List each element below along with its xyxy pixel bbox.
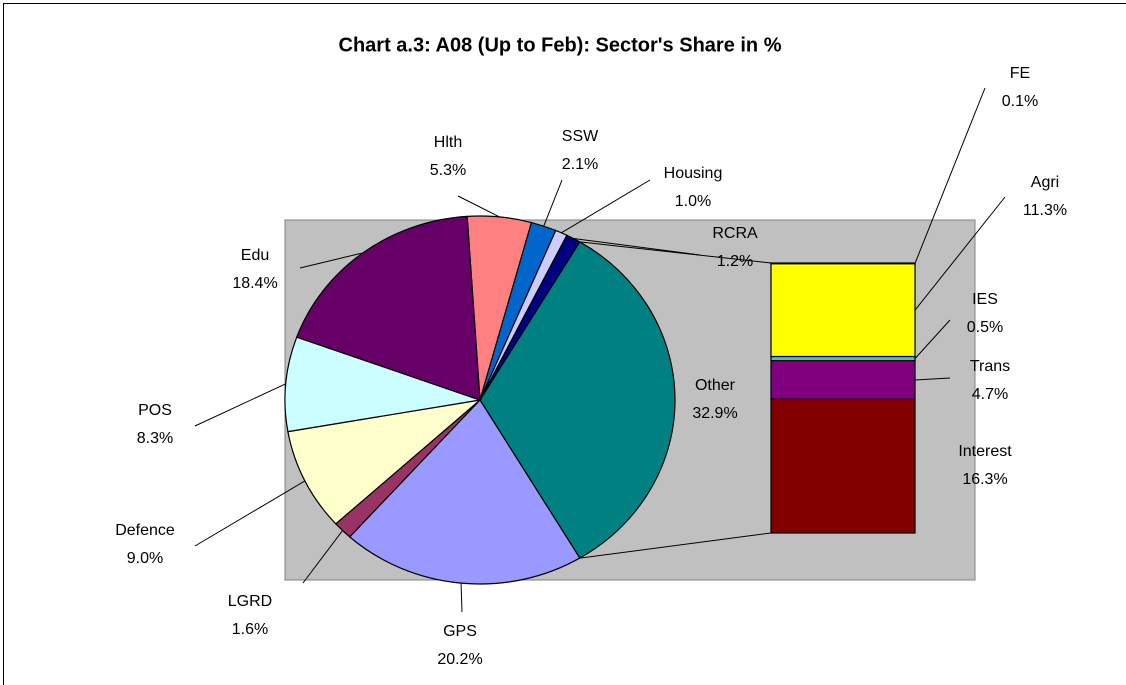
slice-label: Hlth (434, 134, 462, 151)
bar-value-label: 4.7% (972, 386, 1008, 403)
leader-line (302, 530, 343, 584)
bar-segment (770, 398, 916, 534)
leader-line (914, 196, 1006, 311)
slice-label: SSW (562, 128, 599, 145)
slice-value-label: 1.2% (717, 253, 753, 270)
leader-line (573, 237, 701, 256)
connector-line (579, 241, 772, 264)
leader-line (543, 179, 563, 227)
slice-value-label: 32.9% (692, 405, 737, 422)
slice-value-label: 20.2% (437, 651, 482, 668)
slice-label: Edu (241, 247, 269, 264)
leader-line (914, 319, 951, 359)
leader-line (561, 179, 651, 234)
bar-value-label: 0.5% (967, 319, 1003, 336)
bar-label: Trans (970, 358, 1010, 375)
pie-slice (348, 399, 581, 585)
slice-value-label: 9.0% (127, 550, 163, 567)
leader-line (457, 195, 500, 218)
leader-line (914, 377, 951, 381)
bar-value-label: 11.3% (1023, 202, 1067, 219)
bar-label: Interest (958, 443, 1012, 460)
chart-title: Chart a.3: A08 (Up to Feb): Sector's Sha… (339, 34, 782, 56)
pie-slice (284, 336, 481, 433)
bar-value-label: 0.1% (1002, 93, 1038, 110)
pie-slice (295, 215, 481, 401)
bar-segment (770, 355, 916, 362)
slice-label: LGRD (228, 593, 272, 610)
bar-segment (770, 360, 916, 400)
slice-label: RCRA (712, 225, 758, 242)
slice-label: GPS (443, 623, 477, 640)
bar-label: FE (1010, 65, 1030, 82)
pie-slice (287, 399, 483, 525)
leader-line (194, 480, 306, 547)
slice-label: Housing (664, 165, 723, 182)
slice-value-label: 8.3% (137, 430, 173, 447)
slice-value-label: 18.4% (232, 275, 277, 292)
leader-line (299, 252, 364, 269)
slice-value-label: 5.3% (430, 162, 466, 179)
slice-label: Defence (115, 522, 175, 539)
bar-value-label: 16.3% (962, 471, 1007, 488)
bar-segment (770, 263, 916, 358)
pie-slice (479, 241, 676, 559)
slice-label: Other (695, 377, 736, 394)
slice-value-label: 1.0% (675, 193, 711, 210)
slice-value-label: 1.6% (232, 621, 268, 638)
slice-value-label: 2.1% (562, 156, 598, 173)
leader-line (460, 583, 463, 613)
leader-line (194, 383, 286, 427)
leader-line (914, 87, 986, 264)
bar-label: Agri (1031, 174, 1059, 191)
connector-line (579, 532, 772, 559)
bar-label: IES (972, 291, 998, 308)
slice-label: POS (138, 402, 172, 419)
